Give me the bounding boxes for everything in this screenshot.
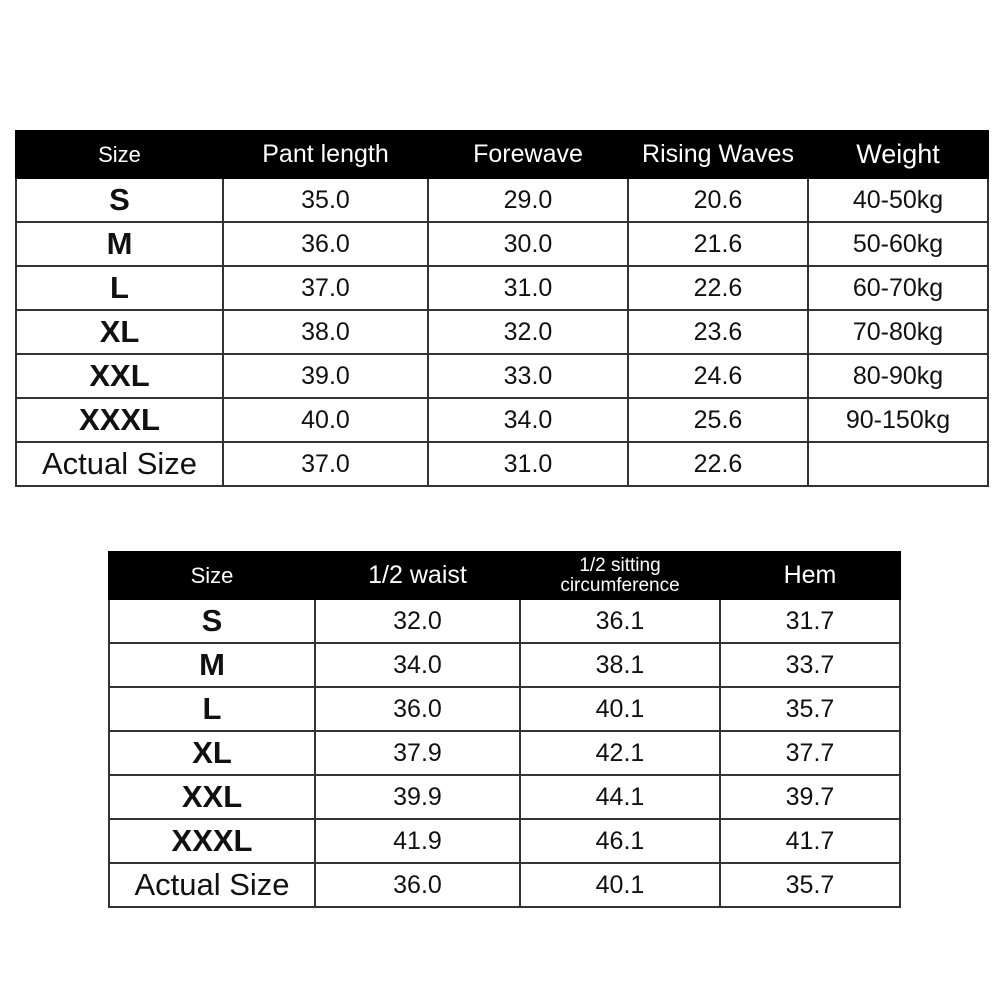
table-cell: 35.7 [719, 686, 901, 732]
table-row: XXXL 41.9 46.1 41.7 [108, 818, 901, 864]
column-header: Size [108, 551, 316, 600]
table-cell: 36.0 [314, 862, 521, 908]
table-cell: 32.0 [314, 598, 521, 644]
column-header: 1/2 waist [314, 551, 521, 600]
table-cell: 22.6 [627, 265, 809, 311]
table-row: M 34.0 38.1 33.7 [108, 642, 901, 688]
table-cell: 42.1 [519, 730, 721, 776]
table-cell: 24.6 [627, 353, 809, 399]
table-cell: 37.7 [719, 730, 901, 776]
table-row: S 35.0 29.0 20.6 40-50kg [15, 177, 989, 223]
table-row: Actual Size 37.0 31.0 22.6 [15, 441, 989, 487]
size-label: XXL [108, 774, 316, 820]
size-chart-table-length: Size Pant length Forewave Rising Waves Weigh… [15, 130, 989, 487]
table-cell: 32.0 [427, 309, 629, 355]
size-label: XXXL [108, 818, 316, 864]
table-cell: 33.7 [719, 642, 901, 688]
table-cell: 90-150kg [807, 397, 989, 443]
table-row: Actual Size 36.0 40.1 35.7 [108, 862, 901, 908]
table-row: L 36.0 40.1 35.7 [108, 686, 901, 732]
size-label: Actual Size [15, 441, 224, 487]
table-cell: 39.7 [719, 774, 901, 820]
column-header: Hem [719, 551, 901, 600]
table-row: L 37.0 31.0 22.6 60-70kg [15, 265, 989, 311]
column-header: Size [15, 130, 224, 179]
table-cell: 34.0 [314, 642, 521, 688]
table-cell: 37.0 [222, 265, 429, 311]
table-cell: 30.0 [427, 221, 629, 267]
table-cell: 40.0 [222, 397, 429, 443]
table-cell: 39.9 [314, 774, 521, 820]
table-cell: 60-70kg [807, 265, 989, 311]
table-cell: 40-50kg [807, 177, 989, 223]
table-cell: 50-60kg [807, 221, 989, 267]
table-cell: 25.6 [627, 397, 809, 443]
table-cell: 44.1 [519, 774, 721, 820]
size-label: L [15, 265, 224, 311]
size-label: XL [15, 309, 224, 355]
table-cell: 35.0 [222, 177, 429, 223]
table-cell: 20.6 [627, 177, 809, 223]
size-label: M [108, 642, 316, 688]
column-header: 1/2 sitting circumference [519, 551, 721, 600]
size-label: XXXL [15, 397, 224, 443]
table-cell: 22.6 [627, 441, 809, 487]
header-row: Size 1/2 waist 1/2 sitting circumference He… [108, 551, 901, 600]
table-row: XXL 39.0 33.0 24.6 80-90kg [15, 353, 989, 399]
size-label: S [108, 598, 316, 644]
table-cell: 70-80kg [807, 309, 989, 355]
column-header: Rising Waves [627, 130, 809, 179]
table-cell: 46.1 [519, 818, 721, 864]
table-cell: 36.0 [314, 686, 521, 732]
table-row: XL 38.0 32.0 23.6 70-80kg [15, 309, 989, 355]
column-header: Pant length [222, 130, 429, 179]
table-cell: 40.1 [519, 686, 721, 732]
table-cell: 41.9 [314, 818, 521, 864]
table-cell: 37.0 [222, 441, 429, 487]
table-row: XXL 39.9 44.1 39.7 [108, 774, 901, 820]
column-header: Weight [807, 130, 989, 179]
table-row: M 36.0 30.0 21.6 50-60kg [15, 221, 989, 267]
table-cell: 29.0 [427, 177, 629, 223]
header-row: Size Pant length Forewave Rising Waves Weigh… [15, 130, 989, 179]
size-chart-table-circumference: Size 1/2 waist 1/2 sitting circumference He… [108, 551, 901, 908]
table-cell: 21.6 [627, 221, 809, 267]
size-label: Actual Size [108, 862, 316, 908]
table-cell: 35.7 [719, 862, 901, 908]
size-label: M [15, 221, 224, 267]
table-cell: 38.1 [519, 642, 721, 688]
table-row: S 32.0 36.1 31.7 [108, 598, 901, 644]
table-cell: 37.9 [314, 730, 521, 776]
table-cell: 41.7 [719, 818, 901, 864]
table-cell: 34.0 [427, 397, 629, 443]
table-row: XXXL 40.0 34.0 25.6 90-150kg [15, 397, 989, 443]
table-cell: 31.7 [719, 598, 901, 644]
size-label: XXL [15, 353, 224, 399]
table-cell: 40.1 [519, 862, 721, 908]
table-cell [807, 441, 989, 487]
table-cell: 31.0 [427, 441, 629, 487]
size-label: S [15, 177, 224, 223]
table-cell: 38.0 [222, 309, 429, 355]
table-cell: 33.0 [427, 353, 629, 399]
column-header: Forewave [427, 130, 629, 179]
table-cell: 36.0 [222, 221, 429, 267]
size-label: XL [108, 730, 316, 776]
table-row: XL 37.9 42.1 37.7 [108, 730, 901, 776]
table-cell: 39.0 [222, 353, 429, 399]
size-label: L [108, 686, 316, 732]
table-cell: 31.0 [427, 265, 629, 311]
table-cell: 80-90kg [807, 353, 989, 399]
table-cell: 36.1 [519, 598, 721, 644]
table-cell: 23.6 [627, 309, 809, 355]
